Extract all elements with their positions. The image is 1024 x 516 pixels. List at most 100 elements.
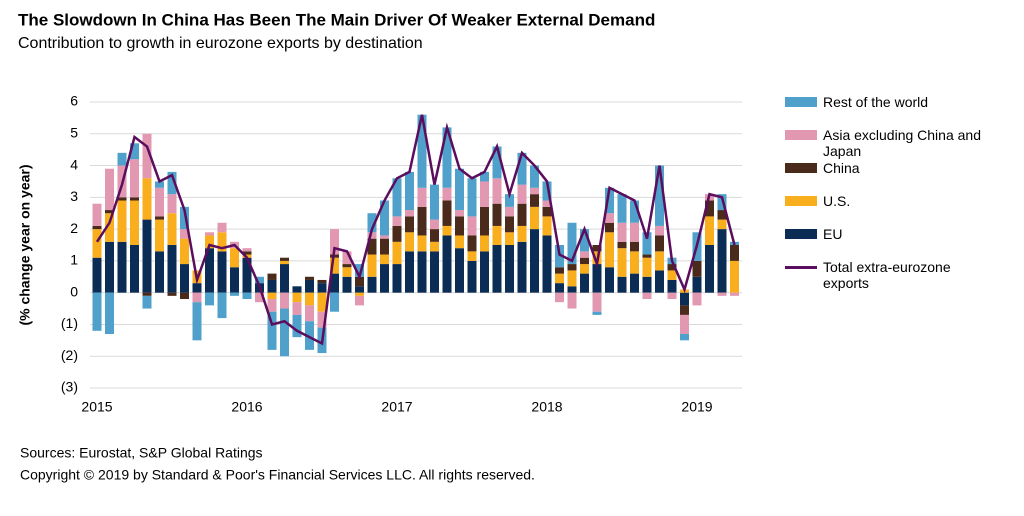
bar-segment bbox=[130, 245, 139, 293]
bar-segment bbox=[505, 245, 514, 293]
y-tick-label: 6 bbox=[70, 93, 78, 109]
bar-segment bbox=[130, 159, 139, 198]
bar-segment bbox=[180, 206, 189, 230]
bar-segment bbox=[217, 222, 227, 233]
bar-segment bbox=[255, 292, 264, 303]
bar-segment bbox=[680, 333, 689, 341]
bar-segment bbox=[330, 292, 339, 312]
bar-segment bbox=[630, 241, 639, 252]
bar-segment bbox=[355, 264, 364, 277]
bar-segment bbox=[455, 235, 464, 249]
bar-segment bbox=[505, 232, 514, 245]
bar-segment bbox=[242, 257, 252, 293]
bar-segment bbox=[480, 181, 489, 207]
bar-segment bbox=[630, 222, 639, 242]
bar-segment bbox=[642, 257, 652, 277]
bar-segment bbox=[142, 178, 152, 220]
bar-segment bbox=[592, 311, 602, 315]
bar-segment bbox=[430, 184, 439, 220]
bar-segment bbox=[342, 264, 352, 268]
bar-segment bbox=[642, 232, 652, 255]
bar-segment bbox=[617, 248, 627, 277]
bar-segment bbox=[205, 235, 214, 249]
bar-segment bbox=[605, 232, 614, 268]
legend-label: China bbox=[823, 160, 860, 176]
bar-segment bbox=[130, 143, 139, 160]
bar-segment bbox=[405, 232, 414, 252]
bar-segment bbox=[267, 292, 277, 300]
bar-segment bbox=[305, 305, 314, 322]
bar-segment bbox=[455, 210, 464, 217]
bar-segment bbox=[367, 254, 377, 277]
bar-segment bbox=[355, 286, 364, 293]
bar-segment bbox=[180, 264, 189, 293]
bar-segment bbox=[467, 216, 477, 236]
bar-segment bbox=[267, 273, 277, 280]
bar-segment bbox=[280, 308, 289, 357]
bar-segment bbox=[155, 181, 164, 188]
bar-segment bbox=[617, 194, 627, 223]
bar-segment bbox=[392, 225, 402, 242]
bar-segment bbox=[155, 251, 164, 293]
bar-segment bbox=[342, 251, 352, 265]
bar-segment bbox=[392, 216, 402, 226]
bar-segment bbox=[142, 292, 152, 296]
y-tick-label: 4 bbox=[70, 156, 78, 172]
bar-segment bbox=[580, 251, 589, 258]
bar-segment bbox=[305, 279, 314, 293]
legend-label: EU bbox=[823, 226, 843, 242]
bar-segment bbox=[530, 194, 539, 207]
bar-segment bbox=[542, 235, 552, 293]
bar-segment bbox=[292, 286, 302, 293]
bar-segment bbox=[730, 260, 739, 293]
bar-segment bbox=[355, 295, 364, 306]
bar-segment bbox=[492, 245, 502, 293]
bar-segment bbox=[417, 206, 427, 236]
bar-segment bbox=[292, 292, 302, 303]
bar-segment bbox=[655, 225, 664, 236]
bar-segment bbox=[380, 238, 389, 255]
bar-segment bbox=[280, 257, 289, 261]
legend-item: EU bbox=[785, 226, 985, 259]
bar-segment bbox=[605, 267, 614, 293]
bar-segment bbox=[442, 187, 452, 201]
bar-segment bbox=[230, 248, 239, 268]
bar-segment bbox=[130, 197, 139, 201]
bar-segment bbox=[380, 264, 389, 293]
bar-segment bbox=[380, 254, 389, 265]
bar-segment bbox=[455, 216, 464, 236]
bar-segment bbox=[417, 251, 427, 293]
bar-segment bbox=[667, 264, 677, 271]
bar-segment bbox=[367, 232, 377, 239]
x-tick-label: 2015 bbox=[81, 399, 112, 415]
bar-segment bbox=[92, 257, 102, 293]
bar-segment bbox=[267, 299, 277, 312]
bar-segment bbox=[592, 292, 602, 312]
bar-segment bbox=[105, 213, 114, 242]
source: Sources: Eurostat, S&P Global Ratings bbox=[20, 445, 263, 461]
bar-segment bbox=[617, 241, 627, 249]
x-tick-label: 2016 bbox=[231, 399, 262, 415]
bar-segment bbox=[542, 181, 552, 201]
legend-swatch bbox=[785, 266, 817, 269]
bar-segment bbox=[630, 273, 639, 293]
y-tick-label: (2) bbox=[61, 347, 78, 363]
bar-segment bbox=[517, 225, 527, 242]
bar-segment bbox=[667, 279, 677, 293]
bar-segment bbox=[130, 200, 139, 245]
bar-segment bbox=[680, 305, 689, 315]
chart-title: The Slowdown In China Has Been The Main … bbox=[18, 10, 655, 29]
bar-segment bbox=[680, 314, 689, 334]
bar-segment bbox=[167, 292, 177, 296]
bar-segment bbox=[230, 267, 239, 293]
bar-segment bbox=[555, 273, 564, 284]
bar-segment bbox=[467, 251, 477, 261]
bar-segment bbox=[442, 225, 452, 236]
bar-segment bbox=[492, 203, 502, 226]
bar-segment bbox=[655, 165, 664, 226]
legend-swatch bbox=[785, 196, 817, 206]
legend-swatch bbox=[785, 229, 817, 239]
legend-item: U.S. bbox=[785, 193, 985, 226]
bar-segment bbox=[155, 216, 164, 220]
bar-segment bbox=[167, 213, 177, 245]
